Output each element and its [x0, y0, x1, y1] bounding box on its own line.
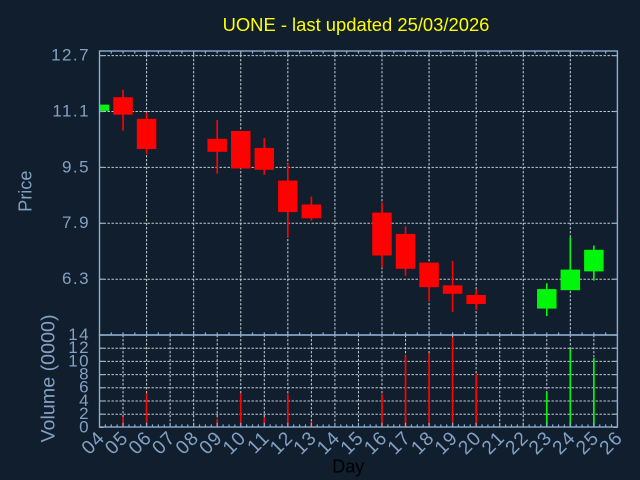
svg-text:14: 14 [68, 325, 90, 344]
svg-text:6: 6 [79, 378, 90, 397]
svg-text:9.5: 9.5 [62, 157, 90, 176]
svg-text:8: 8 [79, 365, 90, 384]
svg-text:Price: Price [16, 170, 36, 211]
svg-text:11.1: 11.1 [52, 101, 90, 120]
svg-text:7.9: 7.9 [62, 213, 90, 232]
svg-text:0: 0 [79, 417, 90, 436]
svg-text:2: 2 [79, 404, 90, 423]
svg-text:12: 12 [68, 338, 90, 357]
svg-text:Day: Day [332, 457, 364, 477]
svg-text:10: 10 [68, 351, 90, 370]
svg-text:4: 4 [79, 391, 90, 410]
svg-text:UONE - last updated 25/03/2026: UONE - last updated 25/03/2026 [223, 14, 490, 35]
svg-text:6.3: 6.3 [62, 269, 90, 288]
svg-text:12.7: 12.7 [51, 46, 90, 65]
svg-text:Volume (0000): Volume (0000) [37, 314, 59, 442]
